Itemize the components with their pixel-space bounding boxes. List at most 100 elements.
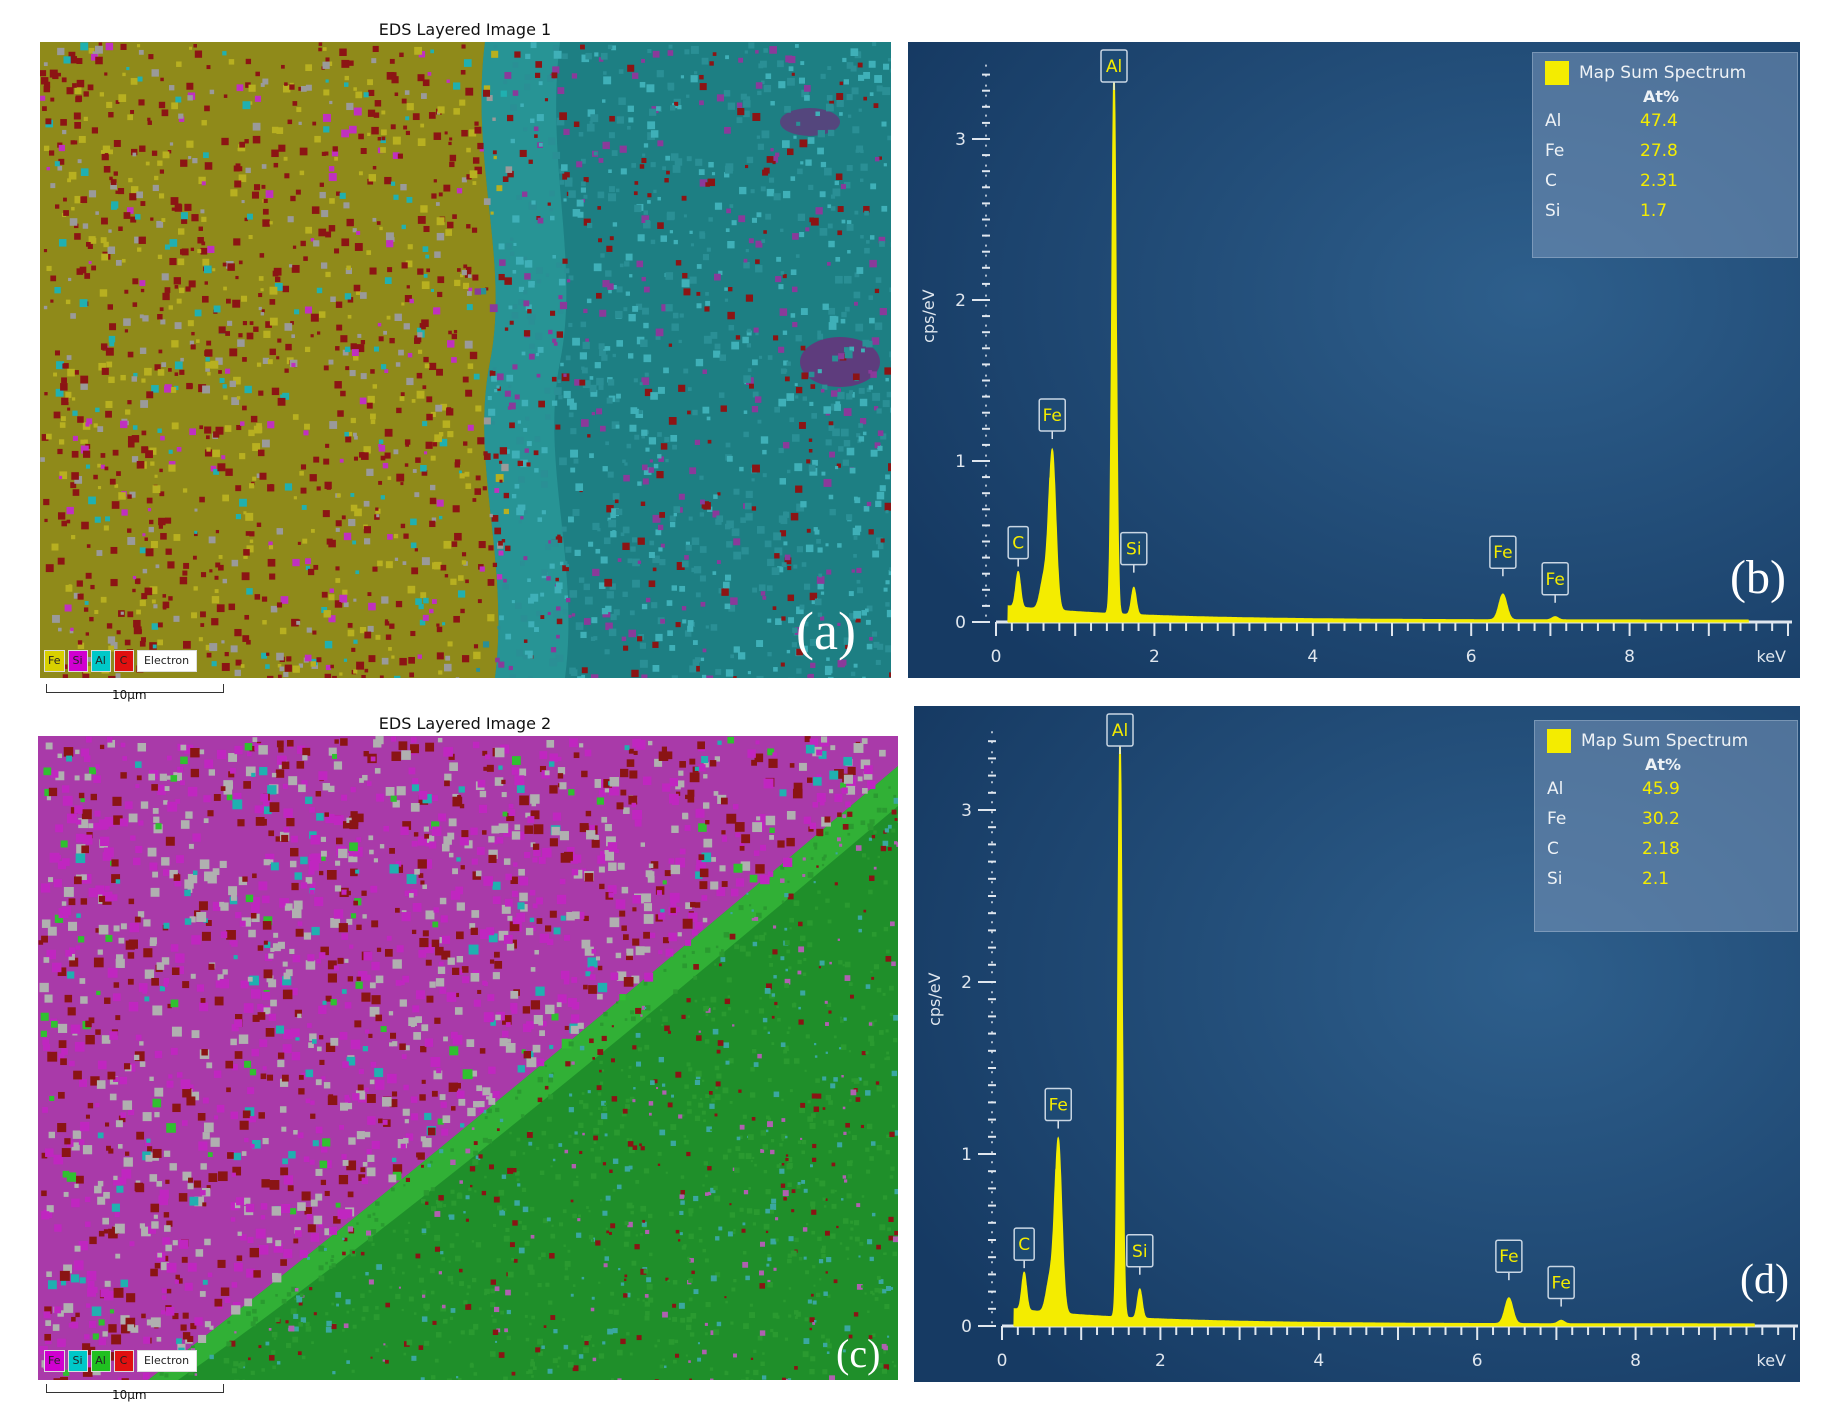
map-a-image <box>40 42 891 678</box>
spectrum-series <box>1007 74 1749 623</box>
panel-letter-c: (c) <box>836 1331 881 1376</box>
map-legend-c: Fe Si Al C Electron <box>44 1350 197 1372</box>
x-tick-label: 4 <box>1313 1351 1324 1371</box>
element-label: Al <box>1545 111 1562 131</box>
y-tick-label: 1 <box>961 1145 972 1165</box>
peak-label-text: Fe <box>1043 406 1062 426</box>
eds-map-c <box>38 736 898 1380</box>
element-value: 2.31 <box>1640 171 1678 191</box>
peak-label-text: Al <box>1106 57 1122 77</box>
spectrum-panel-b: 0 1 2 3 0 2 4 6 8 keV cps/eV C Fe Al Si Fe Fe <box>908 42 1800 678</box>
peak-label-text: Fe <box>1545 570 1564 590</box>
peak-label-text: Si <box>1126 540 1142 560</box>
peak-label: Fe <box>1489 535 1517 577</box>
legend-chip-al: Al <box>90 1350 111 1372</box>
element-label: Fe <box>1545 141 1565 161</box>
scale-bar-label-a: 10µm <box>112 688 147 702</box>
legend-chip-si: Si <box>67 650 88 672</box>
spectrum-info-box-d: Map Sum Spectrum At% Al 45.9 Fe 30.2 C 2.18… <box>1534 720 1798 932</box>
peak-label-text: Si <box>1132 1242 1148 1262</box>
map-title-a: EDS Layered Image 1 <box>378 20 552 39</box>
spectrum-series <box>1013 740 1755 1327</box>
legend-chip-c: C <box>113 650 134 672</box>
table-unit-d: At% <box>1645 755 1682 774</box>
table-row: C 2.18 <box>1547 834 1680 864</box>
scale-bar-label-c: 10µm <box>112 1388 147 1402</box>
table-row: Si 2.1 <box>1547 864 1680 894</box>
composition-table-b: Al 47.4 Fe 27.8 C 2.31 Si 1.7 <box>1545 106 1678 226</box>
peak-label-text: Fe <box>1049 1096 1068 1116</box>
peak-label: Si <box>1126 1234 1154 1275</box>
scale-bar-c <box>46 1384 224 1393</box>
spectrum-info-box-b: Map Sum Spectrum At% Al 47.4 Fe 27.8 C 2.31… <box>1532 52 1798 258</box>
table-row: Si 1.7 <box>1545 196 1678 226</box>
element-value: 2.1 <box>1642 869 1670 889</box>
element-value: 1.7 <box>1640 201 1668 221</box>
peak-label: Si <box>1120 531 1148 573</box>
table-row: Fe 30.2 <box>1547 804 1680 834</box>
eds-map-a <box>40 42 891 678</box>
element-label: Al <box>1547 779 1564 799</box>
legend-chip-c: C <box>113 1350 134 1372</box>
y-tick-label: 0 <box>955 613 966 633</box>
y-tick-label: 2 <box>955 291 966 311</box>
y-tick-label: 0 <box>961 1317 972 1337</box>
spectrum-chart-b: 0 1 2 3 0 2 4 6 8 keV cps/eV C Fe Al Si Fe Fe <box>908 42 1800 678</box>
y-axis-label: cps/eV <box>919 289 938 343</box>
element-label: C <box>1545 171 1557 191</box>
peak-label: Fe <box>1547 1265 1575 1307</box>
peak-label-text: Al <box>1112 721 1128 741</box>
table-row: Al 45.9 <box>1547 774 1680 804</box>
element-value: 27.8 <box>1640 141 1678 161</box>
map-c-image <box>38 736 898 1380</box>
panel-letter-b: (b) <box>1730 551 1786 604</box>
map-a-texture <box>40 42 891 678</box>
peak-label: Al <box>1106 713 1134 754</box>
x-axis-label: keV <box>1757 647 1787 666</box>
y-tick-label: 3 <box>961 801 972 821</box>
element-value: 45.9 <box>1642 779 1680 799</box>
peak-label: Fe <box>1044 1087 1072 1129</box>
peak-label: Al <box>1100 49 1128 90</box>
x-tick-label: 8 <box>1624 647 1635 667</box>
x-tick-label: 2 <box>1149 647 1160 667</box>
element-label: C <box>1547 839 1559 859</box>
series-swatch-b <box>1545 61 1569 85</box>
element-value: 30.2 <box>1642 809 1680 829</box>
element-label: Fe <box>1547 809 1567 829</box>
series-name-d: Map Sum Spectrum <box>1581 731 1749 751</box>
element-value: 2.18 <box>1642 839 1680 859</box>
map-legend-a: Fe Si Al C Electron <box>44 650 197 672</box>
x-tick-label: 0 <box>991 647 1002 667</box>
x-axis-label: keV <box>1757 1351 1787 1370</box>
legend-chip-fe: Fe <box>44 1350 65 1372</box>
peak-label: C <box>1007 525 1029 567</box>
y-axis-label: cps/eV <box>925 972 944 1026</box>
peak-label: Fe <box>1495 1239 1523 1281</box>
y-tick-label: 2 <box>961 973 972 993</box>
element-label: Si <box>1545 201 1561 221</box>
legend-chip-fe: Fe <box>44 650 65 672</box>
x-tick-label: 4 <box>1307 647 1318 667</box>
map-c-texture <box>38 736 898 1380</box>
x-tick-label: 6 <box>1472 1351 1483 1371</box>
series-name-b: Map Sum Spectrum <box>1579 63 1747 83</box>
peak-label: C <box>1013 1227 1035 1269</box>
peak-label-text: C <box>1018 1235 1030 1255</box>
peak-label: Fe <box>1541 562 1569 603</box>
x-tick-label: 8 <box>1630 1351 1641 1371</box>
y-tick-label: 1 <box>955 452 966 472</box>
table-row: Fe 27.8 <box>1545 136 1678 166</box>
peak-label: Fe <box>1038 398 1066 439</box>
element-value: 47.4 <box>1640 111 1678 131</box>
map-title-c: EDS Layered Image 2 <box>378 714 552 733</box>
legend-chip-al: Al <box>90 650 111 672</box>
table-unit-b: At% <box>1643 87 1680 106</box>
series-swatch-d <box>1547 729 1571 753</box>
peak-label-text: Fe <box>1499 1247 1518 1267</box>
scale-bar-a <box>46 684 224 693</box>
composition-table-d: Al 45.9 Fe 30.2 C 2.18 Si 2.1 <box>1547 774 1680 894</box>
x-tick-label: 6 <box>1466 647 1477 667</box>
legend-chip-electron: Electron <box>136 650 197 672</box>
x-tick-label: 0 <box>997 1351 1008 1371</box>
